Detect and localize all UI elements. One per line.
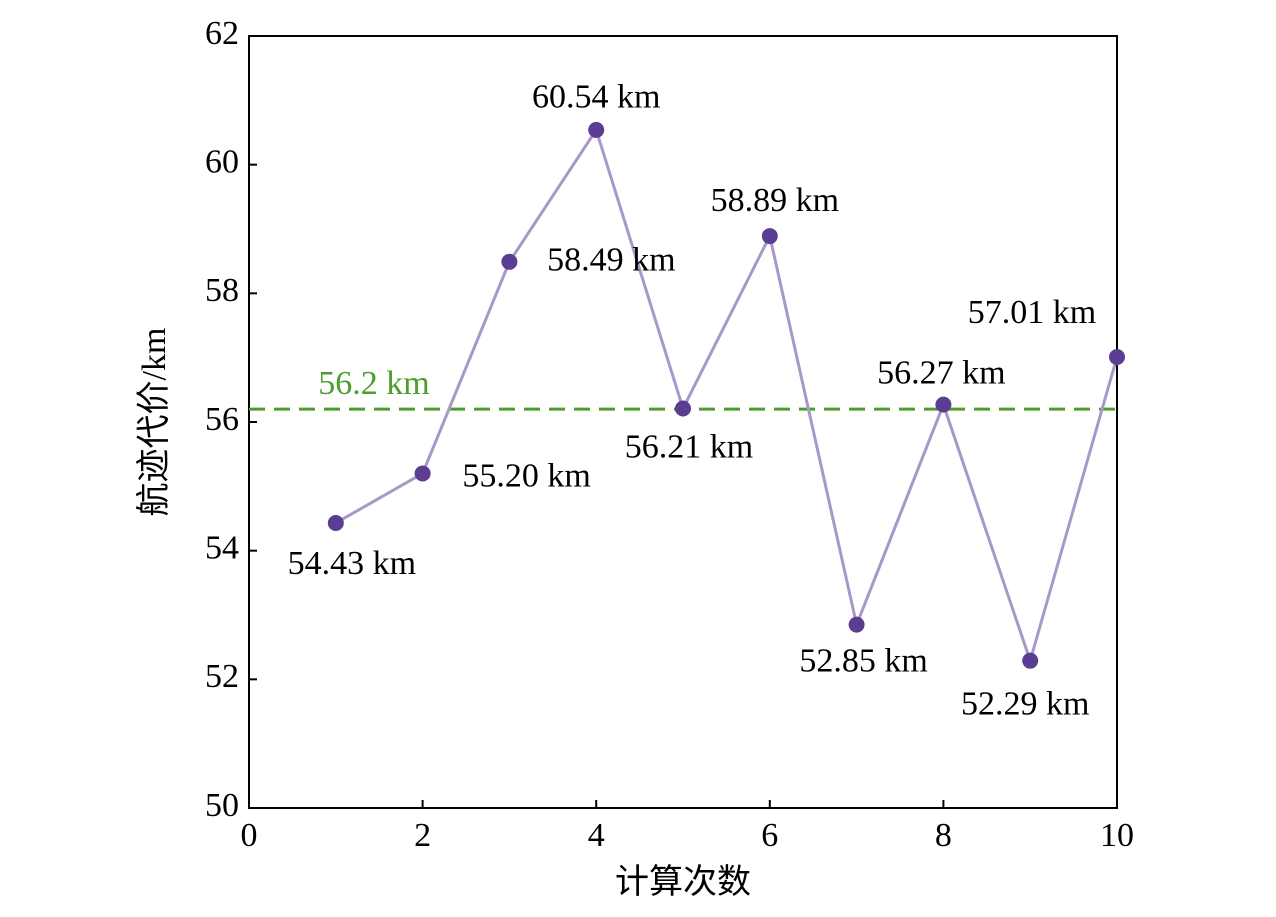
data-point <box>327 515 344 532</box>
y-tick-label: 52 <box>205 658 239 695</box>
data-label: 58.49 km <box>547 242 675 279</box>
data-point <box>935 396 952 413</box>
data-label: 55.20 km <box>462 457 590 494</box>
data-line <box>335 126 1119 666</box>
data-label: 54.43 km <box>288 545 416 582</box>
y-tick-label: 60 <box>205 143 239 180</box>
x-tick-label: 2 <box>414 817 431 854</box>
data-label: 56.27 km <box>877 354 1005 391</box>
x-tick-label: 6 <box>761 817 778 854</box>
y-tick-label: 62 <box>205 15 239 52</box>
data-point <box>588 121 605 138</box>
reference-label: 56.2 km <box>318 365 429 402</box>
data-label: 57.01 km <box>968 294 1096 331</box>
data-point <box>1022 652 1039 669</box>
data-point <box>675 400 691 417</box>
data-point <box>1109 349 1125 366</box>
y-tick-label: 56 <box>205 401 239 438</box>
data-point <box>501 253 518 270</box>
y-tick-label: 54 <box>205 529 239 566</box>
data-label: 52.85 km <box>799 642 927 679</box>
x-tick-label: 4 <box>588 817 605 854</box>
x-tick-label: 10 <box>1100 817 1134 854</box>
data-label: 52.29 km <box>961 685 1089 722</box>
x-axis-label: 计算次数 <box>615 863 751 901</box>
y-tick-label: 50 <box>205 787 239 824</box>
data-point <box>761 228 778 245</box>
data-point <box>848 616 865 633</box>
x-tick-label: 8 <box>935 817 952 854</box>
y-axis-label: 航迹代价/km <box>135 328 173 517</box>
y-tick-label: 58 <box>205 272 239 309</box>
data-point <box>414 465 431 482</box>
data-label: 56.21 km <box>625 428 753 465</box>
data-label: 58.89 km <box>711 182 839 219</box>
x-tick-label: 0 <box>241 817 258 854</box>
data-label: 60.54 km <box>532 79 660 116</box>
